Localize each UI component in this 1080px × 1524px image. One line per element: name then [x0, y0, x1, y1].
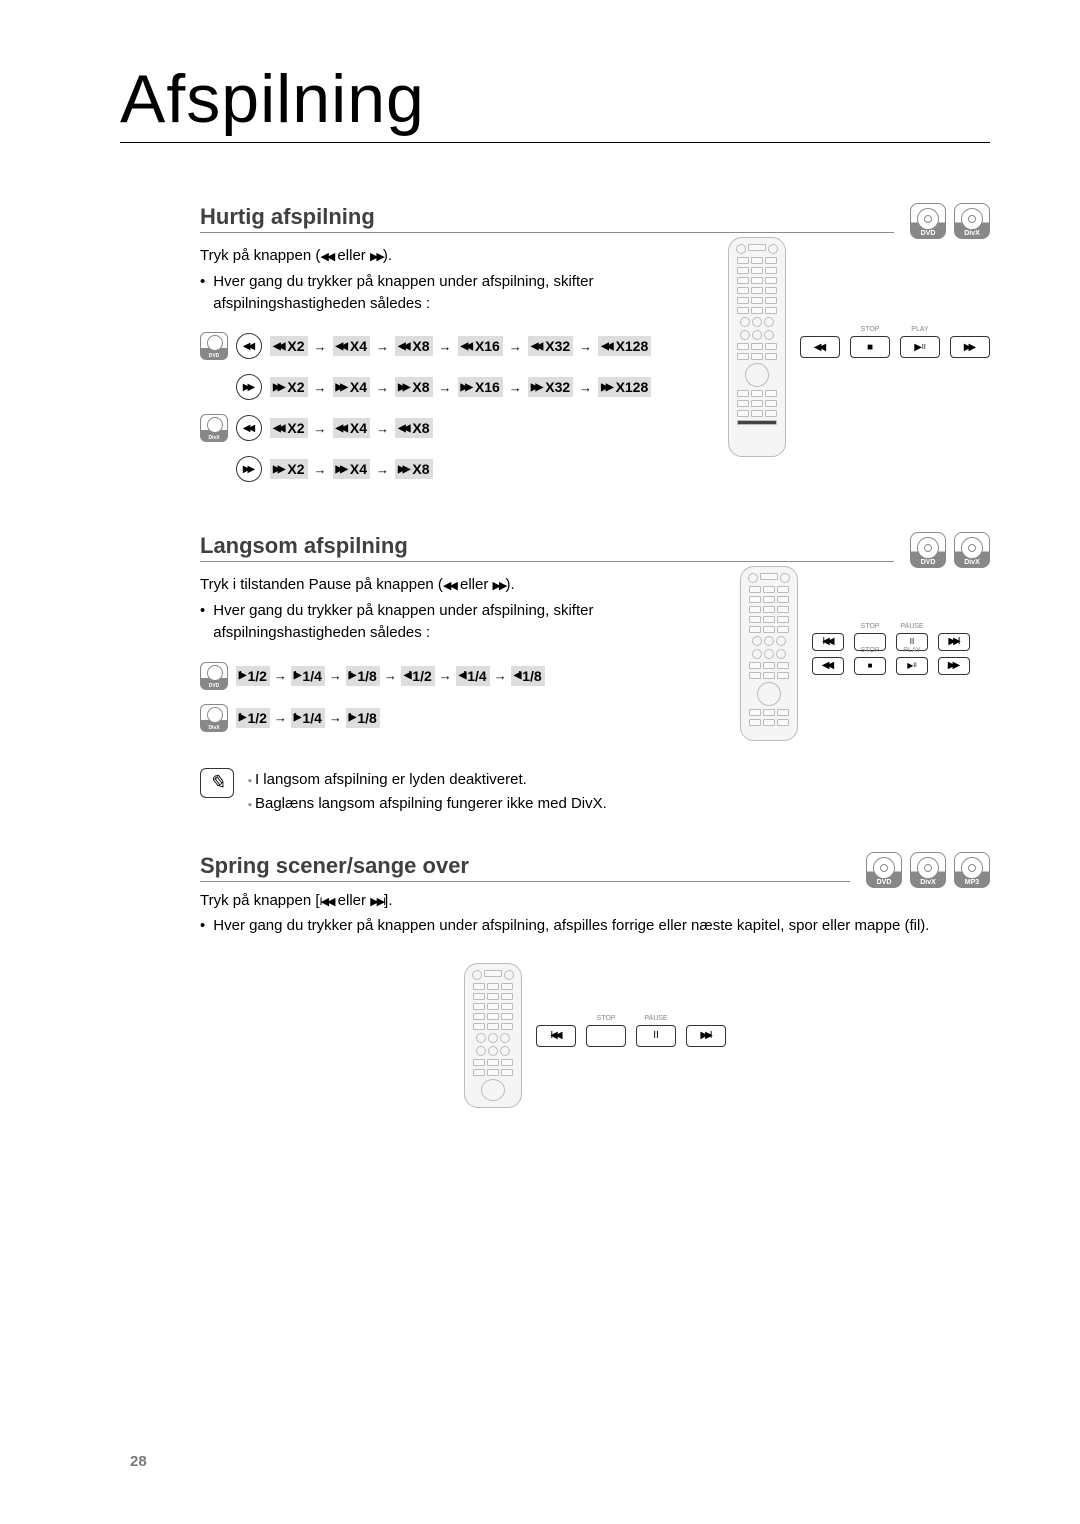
slow-row-divx: DivX I▶1/2→ I▶1/4→ I▶1/8 [200, 704, 704, 732]
stop-key-icon: STOP■ [854, 657, 886, 675]
forward-icon: ▶▶ [370, 251, 383, 263]
skip-back-icon: I◀◀ [320, 896, 334, 908]
note-block: ✎ I langsom afspilning er lyden deaktive… [200, 768, 990, 816]
badge-dvd: DVD [866, 852, 902, 888]
badge-dvd: DVD [910, 532, 946, 568]
bullet-text: • Hver gang du trykker på knappen under … [200, 915, 990, 937]
speed-row-divx-back: DivX ◀◀ ◀◀X2→ ◀◀X4→ ◀◀X8 [200, 414, 692, 442]
remote-icon [728, 237, 786, 457]
mini-badge-divx: DivX [200, 704, 228, 732]
pause-key-icon: PAUSEII [636, 1025, 676, 1047]
control-buttons: I◀◀ STOP PAUSEII ▶▶I ◀◀ STOP■ PLAY▶II ▶▶ [812, 633, 970, 675]
note-item: Baglæns langsom afspilning fungerer ikke… [248, 792, 607, 816]
mini-badge-dvd: DVD [200, 332, 228, 360]
skip-forward-key-icon: ▶▶I [686, 1025, 726, 1047]
rewind-key-icon: ◀◀ [812, 657, 844, 675]
instruction-line: Tryk på knappen [I◀◀ eller ▶▶I]. [200, 890, 990, 912]
remote-diagram: I◀◀ STOP PAUSEII ▶▶I ◀◀ STOP■ PLAY▶II ▶▶ [740, 566, 990, 741]
forward-button-icon: ▶▶ [236, 374, 262, 400]
mini-badge-divx: DivX [200, 414, 228, 442]
instruction-line: Tryk i tilstanden Pause på knappen (◀◀ e… [200, 574, 704, 596]
forward-icon: ▶▶ [493, 580, 506, 592]
content: Hurtig afspilning DVD DivX Tryk på knapp… [200, 203, 990, 1108]
speed-row-divx-fwd: ▶▶ ▶▶X2→ ▶▶X4→ ▶▶X8 [200, 456, 692, 482]
play-key-icon: PLAY▶II [896, 657, 928, 675]
bullet-text: • Hver gang du trykker på knappen under … [200, 271, 692, 315]
stop-key-icon: STOP [586, 1025, 626, 1047]
page-number: 28 [130, 1453, 147, 1470]
remote-diagram: ◀◀ STOP■ PLAY▶II ▶▶ [728, 237, 990, 457]
note-item: I langsom afspilning er lyden deaktivere… [248, 768, 607, 792]
bullet-text: • Hver gang du trykker på knappen under … [200, 600, 704, 644]
section-spring: Spring scener/sange over DVD DivX MP3 Tr… [200, 852, 990, 1109]
badge-divx: DivX [954, 203, 990, 239]
section-badges: DVD DivX [910, 532, 990, 568]
section-langsom: Langsom afspilning DVD DivX Tryk i tilst… [200, 532, 990, 815]
remote-icon [740, 566, 798, 741]
badge-dvd: DVD [910, 203, 946, 239]
page-title: Afspilning [120, 60, 990, 142]
skip-forward-icon: ▶▶I [370, 896, 384, 908]
speed-row-dvd-fwd: ▶▶ ▶▶X2→ ▶▶X4→ ▶▶X8→ ▶▶X16→ ▶▶X32→ ▶▶X12… [200, 374, 692, 400]
note-icon: ✎ [200, 768, 234, 798]
title-underline [120, 142, 990, 143]
forward-key-icon: ▶▶ [950, 336, 990, 358]
remote-diagram: I◀◀ STOP PAUSEII ▶▶I [464, 963, 726, 1108]
control-buttons: ◀◀ STOP■ PLAY▶II ▶▶ [800, 336, 990, 358]
section-heading: Spring scener/sange over [200, 853, 850, 882]
section-heading: Langsom afspilning [200, 533, 894, 562]
section-heading: Hurtig afspilning [200, 204, 894, 233]
control-buttons: I◀◀ STOP PAUSEII ▶▶I [536, 1025, 726, 1047]
speed-row-dvd-back: DVD ◀◀ ◀◀X2→ ◀◀X4→ ◀◀X8→ ◀◀X16→ ◀◀X32→ ◀… [200, 332, 692, 360]
skip-back-key-icon: I◀◀ [536, 1025, 576, 1047]
badge-divx: DivX [954, 532, 990, 568]
rewind-icon: ◀◀ [320, 251, 333, 263]
next-key-icon: ▶▶I [938, 633, 970, 651]
rewind-key-icon: ◀◀ [800, 336, 840, 358]
badge-divx: DivX [910, 852, 946, 888]
rewind-icon: ◀◀ [443, 580, 456, 592]
mini-badge-dvd: DVD [200, 662, 228, 690]
instruction-line: Tryk på knappen (◀◀ eller ▶▶). [200, 245, 692, 267]
stop-key-icon: STOP■ [850, 336, 890, 358]
play-key-icon: PLAY▶II [900, 336, 940, 358]
forward-button-icon: ▶▶ [236, 456, 262, 482]
badge-mp3: MP3 [954, 852, 990, 888]
rewind-button-icon: ◀◀ [236, 415, 262, 441]
slow-row-dvd: DVD I▶1/2→ I▶1/4→ I▶1/8→ ◀I1/2→ ◀I1/4→ ◀… [200, 662, 704, 690]
forward-key-icon: ▶▶ [938, 657, 970, 675]
section-badges: DVD DivX [910, 203, 990, 239]
rewind-button-icon: ◀◀ [236, 333, 262, 359]
section-badges: DVD DivX MP3 [866, 852, 990, 888]
remote-icon [464, 963, 522, 1108]
prev-key-icon: I◀◀ [812, 633, 844, 651]
section-hurtig: Hurtig afspilning DVD DivX Tryk på knapp… [200, 203, 990, 496]
